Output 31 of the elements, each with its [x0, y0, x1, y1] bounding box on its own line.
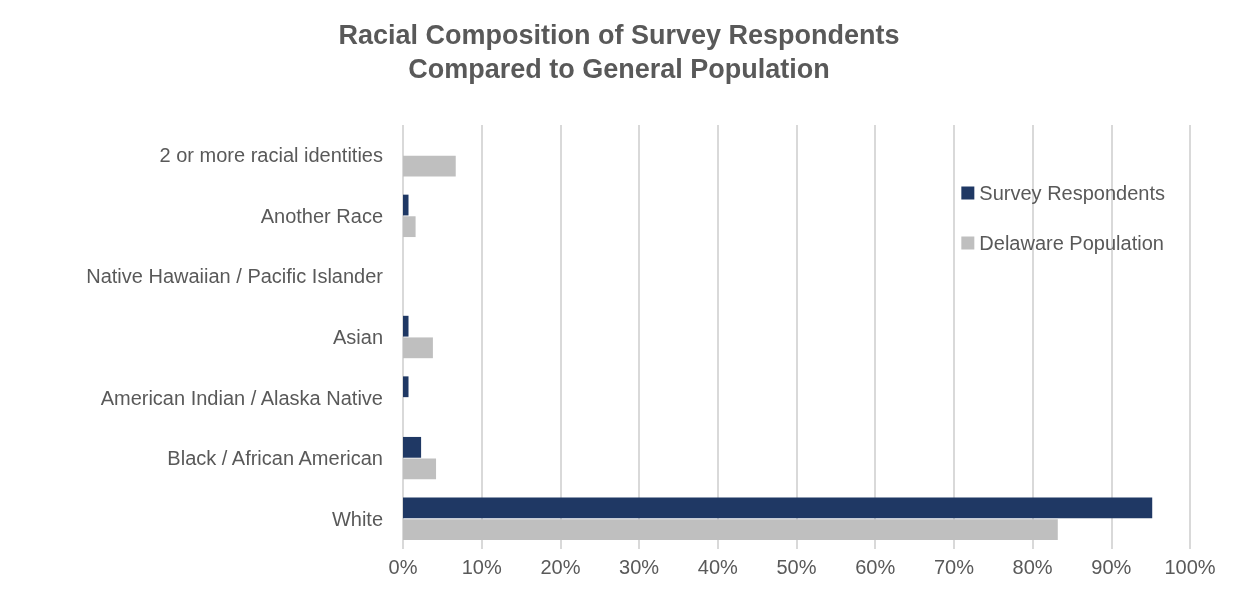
bar	[403, 497, 1153, 519]
bar	[403, 315, 409, 337]
bar	[403, 194, 409, 216]
y-tick-label: Another Race	[260, 204, 383, 227]
bar	[403, 155, 456, 177]
bar	[403, 216, 416, 238]
x-tick-label: 40%	[697, 556, 739, 578]
bar	[403, 436, 422, 458]
y-tick-label: American Indian / Alaska Native	[100, 386, 383, 409]
legend-label: Survey Respondents	[979, 182, 1166, 204]
x-tick-label: 60%	[855, 556, 896, 578]
bar	[403, 519, 1058, 540]
bar	[403, 458, 437, 480]
x-tick-label: 30%	[619, 556, 660, 578]
x-tick-label: 100%	[1164, 556, 1216, 578]
x-tick-label: 0%	[388, 556, 418, 578]
y-tick-label: White	[331, 507, 383, 530]
y-tick-label: Black / African American	[167, 447, 383, 470]
chart-title: Racial Composition of Survey Respondents Compared to General Population	[338, 20, 900, 84]
x-tick-label: 20%	[540, 556, 581, 578]
x-tick-label: 70%	[933, 556, 975, 578]
y-tick-label: Native Hawaiian / Pacific Islander	[86, 265, 384, 288]
x-tick-label: 10%	[461, 556, 502, 578]
x-tick-label: 50%	[776, 556, 817, 578]
bar	[403, 337, 433, 359]
legend-label: Delaware Population	[979, 232, 1164, 254]
y-tick-label: 2 or more racial identities	[159, 144, 383, 167]
bar	[403, 376, 409, 398]
x-tick-label: 90%	[1091, 556, 1132, 578]
x-tick-label: 80%	[1012, 556, 1053, 578]
y-tick-label: Asian	[332, 326, 383, 348]
